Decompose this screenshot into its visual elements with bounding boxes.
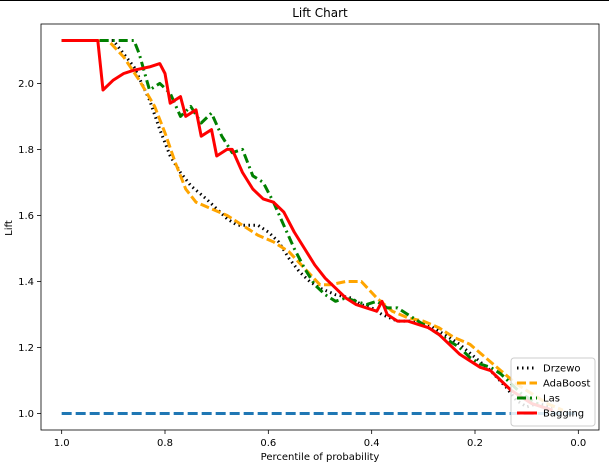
x-axis: 1.0 0.8 0.6 0.4 0.2 0.0 [54, 430, 586, 449]
chart-title: Lift Chart [292, 6, 348, 20]
series-line-bagging [61, 39, 553, 412]
x-tick-label: 0.4 [364, 438, 380, 449]
plot-area [61, 39, 579, 415]
x-tick-label: 1.0 [54, 438, 70, 449]
x-tick-label: 0.2 [467, 438, 483, 449]
x-tick-label: 0.8 [157, 438, 173, 449]
y-tick-label: 1.6 [18, 211, 34, 222]
y-tick-label: 1.8 [18, 145, 34, 156]
series-line-adaboost [61, 39, 564, 412]
legend-label-drzewo: Drzewo [543, 364, 581, 375]
legend-label-las: Las [543, 394, 560, 405]
legend-label-bagging: Bagging [543, 409, 584, 420]
series-layer [61, 39, 579, 415]
y-tick-label: 1.0 [18, 409, 34, 420]
x-axis-label: Percentile of probability [261, 452, 380, 463]
series-line-drzewo [61, 39, 553, 409]
y-axis: 1.0 1.2 1.4 1.6 1.8 2.0 [18, 79, 41, 420]
y-axis-label: Lift [4, 220, 15, 236]
series-line-las [61, 39, 553, 412]
y-tick-label: 2.0 [18, 79, 34, 90]
x-tick-label: 0.0 [570, 438, 586, 449]
y-tick-label: 1.2 [18, 343, 34, 354]
y-tick-label: 1.4 [18, 277, 34, 288]
legend: Drzewo AdaBoost Las Bagging [510, 357, 596, 427]
legend-label-adaboost: AdaBoost [543, 379, 590, 390]
plot-frame [40, 23, 600, 431]
x-tick-label: 0.6 [260, 438, 276, 449]
legend-box [510, 357, 596, 427]
